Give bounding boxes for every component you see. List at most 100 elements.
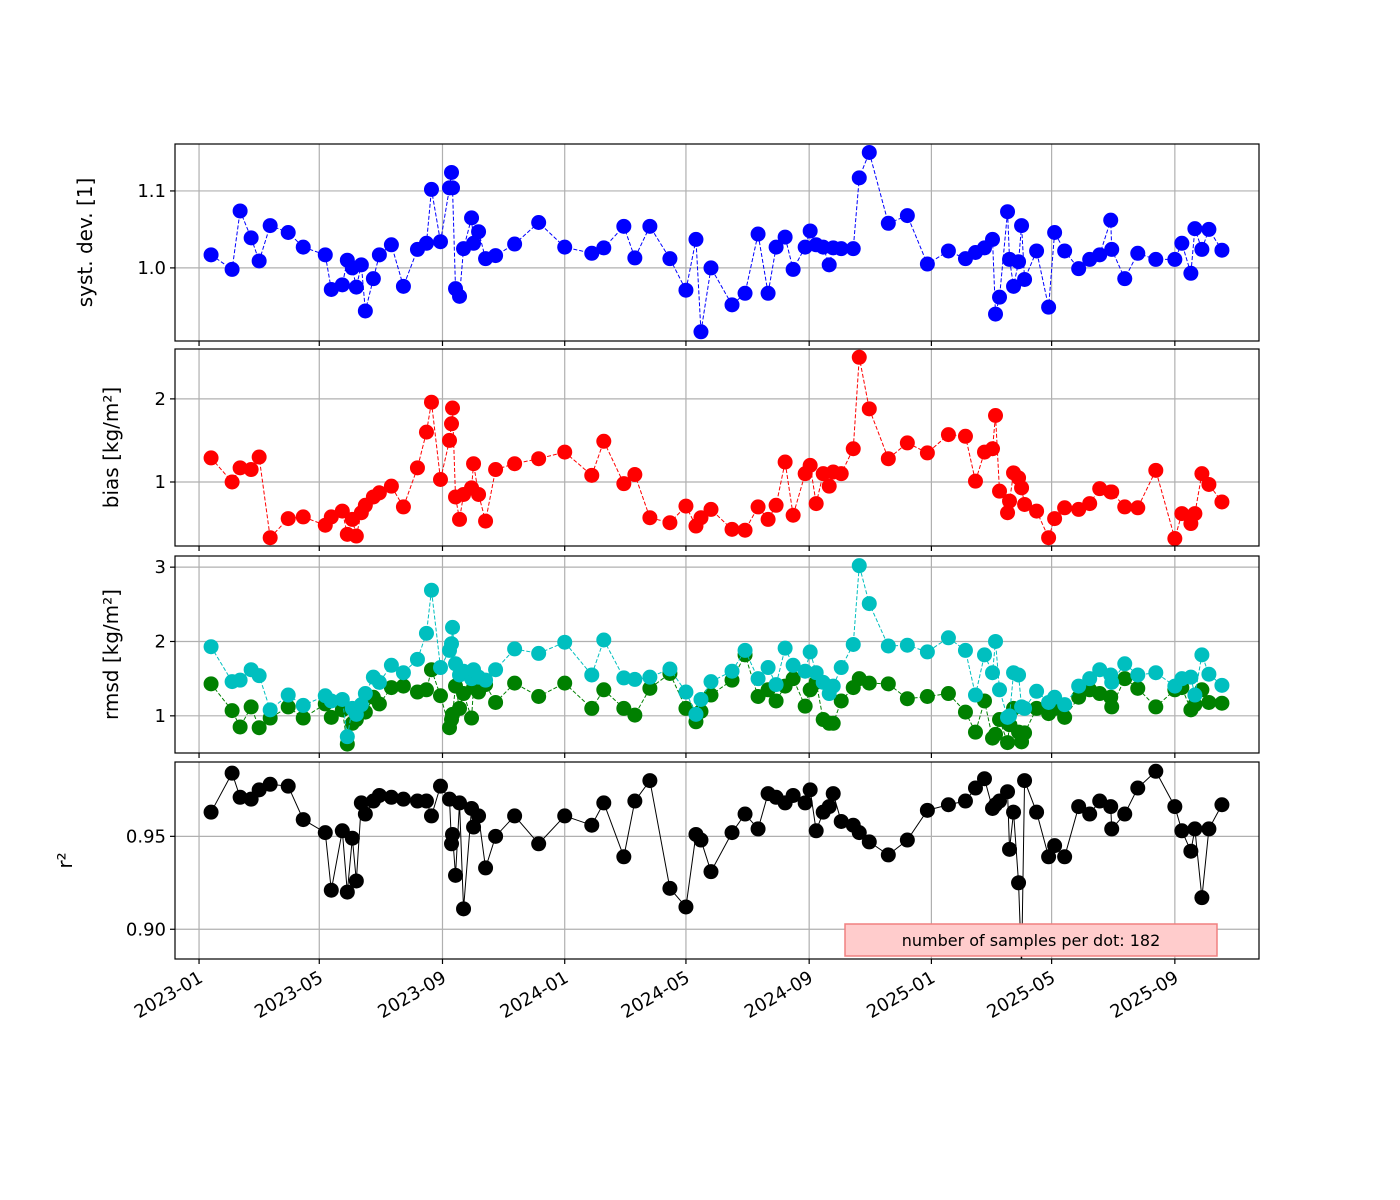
data-point [802, 223, 818, 239]
annotation-text: number of samples per dot: 182 [902, 931, 1161, 950]
data-point [760, 285, 776, 301]
data-point [988, 633, 1004, 649]
data-point [992, 483, 1008, 499]
data-point [383, 789, 399, 805]
data-point [678, 498, 694, 514]
data-point [445, 400, 461, 416]
data-point [1167, 799, 1183, 815]
data-point [678, 282, 694, 298]
data-point [802, 644, 818, 660]
data-point [919, 689, 935, 705]
data-point [317, 825, 333, 841]
y-axis-label: r² [53, 852, 77, 868]
y-tick-label: 2 [155, 389, 166, 410]
data-point [1000, 735, 1016, 751]
data-point [777, 640, 793, 656]
data-point [957, 428, 973, 444]
data-point [919, 802, 935, 818]
data-point [224, 765, 240, 781]
data-point [1117, 806, 1133, 822]
data-point [1092, 247, 1108, 263]
data-point [693, 832, 709, 848]
data-point [371, 787, 387, 803]
data-point [584, 467, 600, 483]
data-point [777, 229, 793, 245]
data-point [423, 181, 439, 197]
data-point [295, 697, 311, 713]
data-point [1002, 841, 1018, 857]
data-point [251, 720, 267, 736]
data-point [1194, 466, 1210, 482]
data-point [845, 241, 861, 257]
data-point [1017, 773, 1033, 789]
data-point [1029, 804, 1045, 820]
data-point [531, 836, 547, 852]
data-point [851, 170, 867, 186]
data-point [919, 256, 935, 272]
data-point [596, 682, 612, 698]
data-point [785, 671, 801, 687]
data-point [985, 441, 1001, 457]
data-point [1103, 799, 1119, 815]
y-axis-label: syst. dev. [1] [73, 178, 97, 308]
data-point [750, 499, 766, 515]
data-point [1104, 699, 1120, 715]
data-point [1130, 667, 1146, 683]
data-point [1201, 476, 1217, 492]
data-point [988, 306, 1004, 322]
data-point [531, 214, 547, 230]
data-point [395, 499, 411, 515]
data-point [531, 645, 547, 661]
data-point [395, 278, 411, 294]
data-point [1057, 709, 1073, 725]
data-point [1071, 261, 1087, 277]
data-point [224, 474, 240, 490]
data-point [471, 808, 487, 824]
data-point [703, 674, 719, 690]
data-point [797, 663, 813, 679]
data-point [1214, 494, 1230, 510]
data-point [243, 230, 259, 246]
data-point [1047, 224, 1063, 240]
data-point [371, 247, 387, 263]
data-point [423, 808, 439, 824]
data-point [616, 218, 632, 234]
data-point [395, 665, 411, 681]
data-point [466, 456, 482, 472]
data-point [861, 144, 877, 160]
data-point [418, 424, 434, 440]
data-point [642, 218, 658, 234]
data-point [395, 678, 411, 694]
data-point [1017, 496, 1033, 512]
data-point [478, 513, 494, 529]
axes-frame [174, 761, 1260, 960]
data-point [444, 416, 460, 432]
data-point [409, 460, 425, 476]
data-point [1000, 505, 1016, 521]
data-point [678, 684, 694, 700]
data-point [750, 671, 766, 687]
data-point [409, 651, 425, 667]
data-point [471, 486, 487, 502]
data-point [1071, 678, 1087, 694]
data-point [1104, 241, 1120, 257]
data-point [967, 780, 983, 796]
data-point [1194, 647, 1210, 663]
data-point [899, 435, 915, 451]
data-point [339, 884, 355, 900]
axes-frame [174, 348, 1260, 547]
data-point [445, 826, 461, 842]
data-point [596, 632, 612, 648]
data-point [821, 799, 837, 815]
data-point [940, 243, 956, 259]
data-point [432, 778, 448, 794]
data-point [662, 515, 678, 531]
data-point [1130, 245, 1146, 261]
data-point [616, 670, 632, 686]
data-point [851, 558, 867, 574]
data-point [1187, 506, 1203, 522]
data-point [262, 776, 278, 792]
data-point [232, 203, 248, 219]
data-point [797, 698, 813, 714]
data-point [1104, 484, 1120, 500]
